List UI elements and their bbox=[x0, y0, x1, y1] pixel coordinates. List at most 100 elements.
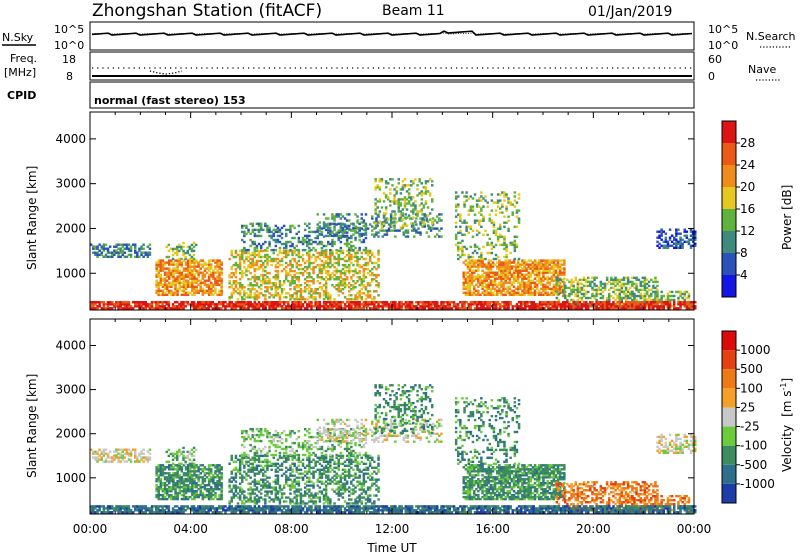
range-gate-cell bbox=[496, 301, 500, 304]
range-gate-cell bbox=[480, 213, 483, 216]
range-gate-cell bbox=[454, 191, 458, 194]
range-gate-cell bbox=[364, 228, 368, 232]
range-gate-cell bbox=[527, 291, 530, 295]
range-gate-cell bbox=[612, 282, 615, 286]
range-gate-cell bbox=[207, 307, 210, 310]
range-gate-cell bbox=[492, 201, 496, 204]
range-gate-cell bbox=[335, 261, 338, 265]
range-gate-cell bbox=[387, 305, 391, 308]
range-gate-cell bbox=[404, 229, 408, 232]
range-gate-cell bbox=[691, 232, 695, 235]
range-gate-cell bbox=[293, 301, 296, 304]
range-gate-cell bbox=[316, 213, 319, 216]
range-gate-cell bbox=[424, 214, 428, 217]
range-gate-cell bbox=[337, 303, 340, 306]
range-gate-cell bbox=[159, 275, 163, 278]
range-gate-cell bbox=[285, 261, 288, 265]
range-gate-cell bbox=[226, 305, 229, 308]
range-gate-cell bbox=[454, 233, 458, 237]
range-gate-cell bbox=[494, 233, 498, 237]
range-gate-cell bbox=[469, 303, 473, 306]
range-gate-cell bbox=[329, 261, 332, 265]
range-gate-cell bbox=[173, 301, 177, 304]
range-gate-cell bbox=[255, 282, 259, 285]
range-gate-cell bbox=[230, 296, 233, 299]
range-gate-cell bbox=[496, 289, 499, 293]
range-gate-cell bbox=[161, 277, 165, 280]
range-gate-cell bbox=[293, 292, 296, 295]
range-gate-cell bbox=[508, 281, 512, 285]
range-gate-cell bbox=[377, 301, 380, 304]
range-gate-cell bbox=[503, 237, 506, 241]
range-gate-cell bbox=[335, 301, 338, 304]
range-gate-cell bbox=[282, 267, 286, 271]
range-gate-cell bbox=[499, 225, 502, 229]
range-gate-cell bbox=[507, 305, 510, 308]
range-gate-cell bbox=[170, 259, 173, 262]
range-gate-cell bbox=[243, 251, 246, 255]
range-gate-cell bbox=[512, 277, 516, 280]
range-gate-cell bbox=[186, 283, 190, 287]
range-gate-cell bbox=[312, 305, 315, 308]
range-gate-cell bbox=[538, 291, 541, 295]
range-gate-cell bbox=[251, 286, 254, 289]
range-gate-cell bbox=[412, 222, 415, 225]
range-gate-cell bbox=[399, 188, 403, 191]
range-gate-cell bbox=[142, 301, 145, 304]
range-gate-cell bbox=[540, 259, 543, 262]
range-gate-cell bbox=[364, 305, 368, 308]
range-gate-cell bbox=[519, 283, 522, 287]
range-gate-cell bbox=[603, 284, 607, 288]
range-gate-cell bbox=[366, 251, 370, 255]
range-gate-cell bbox=[335, 257, 338, 261]
range-gate-cell bbox=[366, 261, 370, 265]
range-gate-cell bbox=[656, 240, 659, 244]
power-colorbar-tick-label: 16 bbox=[740, 202, 755, 216]
range-gate-cell bbox=[422, 204, 426, 207]
range-gate-cell bbox=[245, 273, 248, 277]
range-gate-cell bbox=[484, 257, 487, 261]
range-gate-cell bbox=[241, 269, 244, 273]
range-gate-cell bbox=[652, 286, 655, 290]
range-gate-cell bbox=[381, 305, 384, 308]
range-gate-cell bbox=[197, 279, 200, 282]
range-gate-cell bbox=[186, 263, 190, 266]
range-gate-cell bbox=[480, 209, 483, 212]
range-gate-cell bbox=[180, 305, 183, 308]
range-gate-cell bbox=[236, 253, 240, 257]
range-gate-cell bbox=[174, 495, 177, 499]
range-gate-cell bbox=[362, 228, 366, 232]
range-gate-cell bbox=[255, 253, 259, 257]
range-gate-cell bbox=[191, 287, 194, 291]
range-gate-cell bbox=[490, 251, 494, 255]
range-gate-cell bbox=[612, 307, 615, 310]
range-gate-cell bbox=[278, 230, 282, 234]
range-gate-cell bbox=[407, 188, 411, 191]
power-colorbar-tick-label: 24 bbox=[740, 158, 755, 172]
range-gate-cell bbox=[180, 289, 184, 293]
range-gate-cell bbox=[384, 212, 388, 215]
range-gate-cell bbox=[558, 263, 562, 266]
range-gate-cell bbox=[624, 288, 628, 292]
range-gate-cell bbox=[645, 304, 649, 308]
range-gate-cell bbox=[314, 296, 317, 299]
range-gate-cell bbox=[398, 219, 401, 222]
range-gate-cell bbox=[155, 303, 158, 306]
range-gate-cell bbox=[285, 234, 288, 238]
range-gate-cell bbox=[186, 269, 190, 272]
range-gate-cell bbox=[253, 255, 257, 259]
range-gate-cell bbox=[172, 486, 175, 489]
range-gate-cell bbox=[681, 292, 684, 296]
range-gate-cell bbox=[550, 287, 553, 291]
range-gate-cell bbox=[454, 221, 458, 224]
range-gate-cell bbox=[251, 257, 254, 261]
range-gate-cell bbox=[329, 273, 332, 277]
range-gate-cell bbox=[205, 285, 209, 289]
range-gate-cell bbox=[243, 240, 246, 244]
range-gate-cell bbox=[517, 267, 520, 270]
range-gate-cell bbox=[593, 294, 596, 298]
range-gate-cell bbox=[215, 305, 219, 308]
range-gate-cell bbox=[251, 228, 254, 232]
range-gate-cell bbox=[163, 291, 167, 295]
range-gate-cell bbox=[163, 472, 167, 475]
